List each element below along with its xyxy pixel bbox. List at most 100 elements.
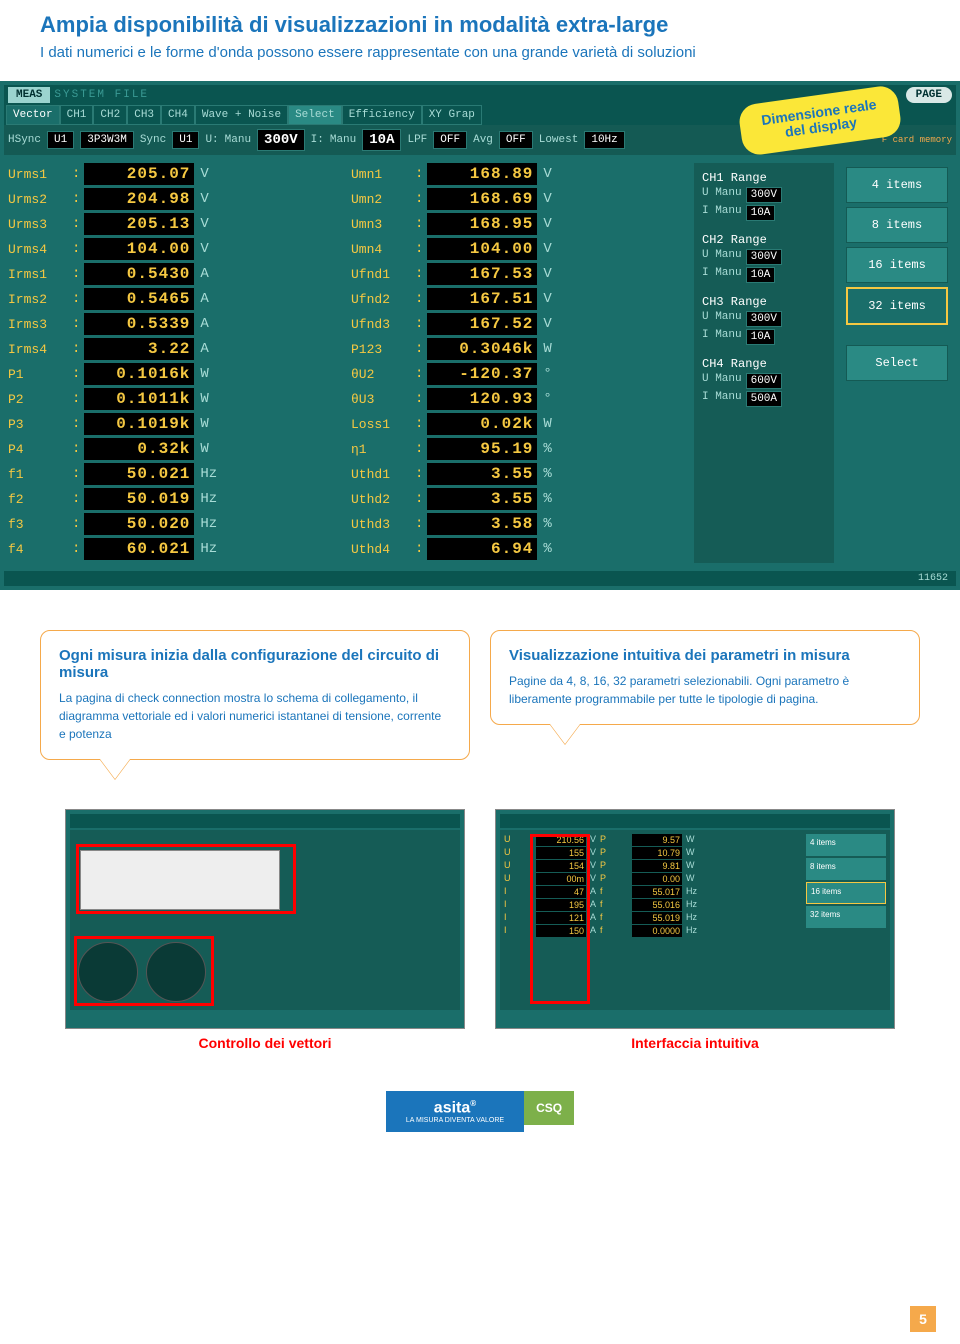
reading-value: 6.94 (427, 538, 537, 560)
reading-row: Uthd1:3.55% (351, 463, 686, 485)
lpf-val[interactable]: OFF (433, 131, 467, 149)
items-button[interactable]: Select (846, 345, 948, 381)
range-ch: CH2 Range (702, 233, 826, 247)
reading-name: P3 (8, 417, 68, 432)
reading-unit: V (543, 216, 563, 232)
wiring-val[interactable]: 3P3W3M (80, 131, 134, 149)
sync-val[interactable]: U1 (172, 131, 199, 149)
page-number: 5 (910, 1306, 936, 1332)
logo-name: asita (434, 1099, 470, 1116)
reading-row: η1:95.19% (351, 438, 686, 460)
reading-value: 168.69 (427, 188, 537, 210)
reading-name: Ufnd2 (351, 292, 411, 307)
reading-row: Ufnd2:167.51V (351, 288, 686, 310)
items-button[interactable]: 16 items (846, 247, 948, 283)
reading-unit: V (543, 166, 563, 182)
info2-title: Visualizzazione intuitiva dei parametri … (509, 647, 901, 664)
tab-select[interactable]: Select (288, 105, 342, 125)
range-u: U Manu 600V (702, 373, 826, 389)
reading-row: P3:0.1019kW (8, 413, 343, 435)
reading-value: 95.19 (427, 438, 537, 460)
reading-unit: A (200, 341, 220, 357)
tab-eff[interactable]: Efficiency (342, 105, 422, 125)
reading-name: η1 (351, 442, 411, 457)
highlight-box (74, 936, 214, 1006)
reading-unit: W (200, 391, 220, 407)
tab-ch2[interactable]: CH2 (93, 105, 127, 125)
reading-row: P2:0.1011kW (8, 388, 343, 410)
tab-ch4[interactable]: CH4 (161, 105, 195, 125)
reading-row: Urms1:205.07V (8, 163, 343, 185)
reading-unit: % (543, 491, 563, 507)
range-group: CH1 RangeU Manu 300VI Manu 10A (702, 171, 826, 221)
reading-value: 60.021 (84, 538, 194, 560)
reading-unit: V (543, 266, 563, 282)
reading-unit: V (543, 291, 563, 307)
reading-row: Umn1:168.89V (351, 163, 686, 185)
reading-unit: % (543, 516, 563, 532)
range-ch: CH1 Range (702, 171, 826, 185)
page-button[interactable]: PAGE (906, 87, 952, 103)
i-val[interactable]: 10A (362, 129, 401, 151)
reading-value: 3.55 (427, 488, 537, 510)
reading-unit: V (200, 191, 220, 207)
highlight-box (530, 834, 590, 1004)
reading-value: 0.3046k (427, 338, 537, 360)
reading-row: f1:50.021Hz (8, 463, 343, 485)
reading-unit: % (543, 466, 563, 482)
reading-name: Irms4 (8, 342, 68, 357)
reading-row: P123:0.3046kW (351, 338, 686, 360)
reading-value: 205.07 (84, 163, 194, 185)
items-button[interactable]: 8 items (846, 207, 948, 243)
reading-row: f3:50.020Hz (8, 513, 343, 535)
u-val[interactable]: 300V (257, 129, 305, 151)
reading-row: Irms2:0.5465A (8, 288, 343, 310)
reading-name: f4 (8, 542, 68, 557)
reading-unit: W (543, 416, 563, 432)
reading-value: 204.98 (84, 188, 194, 210)
reading-name: Ufnd1 (351, 267, 411, 282)
low-lbl: Lowest (539, 134, 579, 146)
reading-name: Umn4 (351, 242, 411, 257)
reading-value: 167.53 (427, 263, 537, 285)
reading-value: 0.5430 (84, 263, 194, 285)
info1-desc: La pagina di check connection mostra lo … (59, 689, 451, 743)
tab-wave[interactable]: Wave + Noise (195, 105, 288, 125)
items-button[interactable]: 32 items (846, 287, 948, 325)
tab-xy[interactable]: XY Grap (422, 105, 482, 125)
reading-value: 0.1019k (84, 413, 194, 435)
reading-row: Umn2:168.69V (351, 188, 686, 210)
infobox-left: Ogni misura inizia dalla configurazione … (40, 630, 470, 760)
reading-unit: W (543, 341, 563, 357)
reading-value: 50.020 (84, 513, 194, 535)
reading-name: Loss1 (351, 417, 411, 432)
reading-row: Uthd2:3.55% (351, 488, 686, 510)
reading-unit: Hz (200, 491, 220, 507)
hsync-val[interactable]: U1 (47, 131, 74, 149)
readings-col1: Urms1:205.07VUrms2:204.98VUrms3:205.13VU… (8, 163, 343, 563)
reading-row: Uthd3:3.58% (351, 513, 686, 535)
reading-unit: V (543, 191, 563, 207)
csq-logo: CSQ (524, 1091, 574, 1125)
reading-row: Urms3:205.13V (8, 213, 343, 235)
infobox-right: Visualizzazione intuitiva dei parametri … (490, 630, 920, 725)
reading-unit: V (200, 166, 220, 182)
reading-name: Irms2 (8, 292, 68, 307)
reading-name: Urms4 (8, 242, 68, 257)
reading-value: 104.00 (427, 238, 537, 260)
range-group: CH3 RangeU Manu 300VI Manu 10A (702, 295, 826, 345)
data-grid: Urms1:205.07VUrms2:204.98VUrms3:205.13VU… (4, 155, 956, 571)
reading-unit: % (543, 541, 563, 557)
range-i: I Manu 500A (702, 391, 826, 407)
reading-value: 50.021 (84, 463, 194, 485)
items-button[interactable]: 4 items (846, 167, 948, 203)
reading-value: 120.93 (427, 388, 537, 410)
u-mode: Manu (225, 134, 251, 146)
tab-vector[interactable]: Vector (6, 105, 60, 125)
reading-unit: Hz (200, 466, 220, 482)
avg-val[interactable]: OFF (499, 131, 533, 149)
reading-name: Umn1 (351, 167, 411, 182)
tab-ch1[interactable]: CH1 (60, 105, 94, 125)
tab-ch3[interactable]: CH3 (127, 105, 161, 125)
low-val[interactable]: 10Hz (584, 131, 624, 149)
